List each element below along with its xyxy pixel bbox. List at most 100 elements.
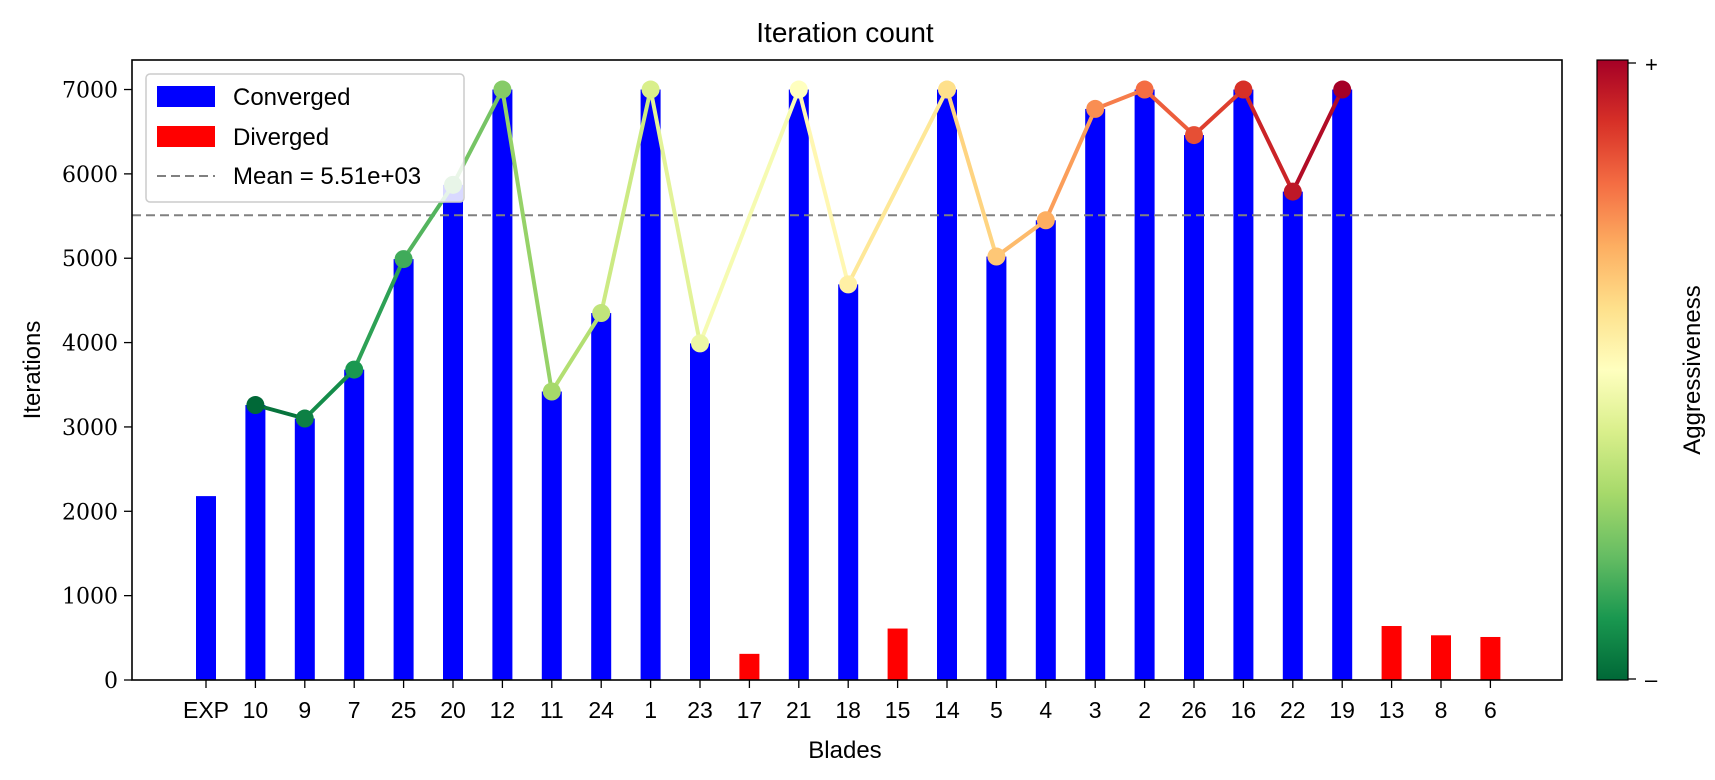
bar-23	[690, 343, 710, 680]
bar-14	[937, 89, 957, 681]
colorbar-label: Aggressiveness	[1679, 285, 1706, 454]
x-tick-label-7: 7	[348, 697, 361, 723]
bar-3	[1085, 108, 1106, 680]
x-tick-label-24: 24	[588, 697, 614, 723]
y-axis-ticks: 0 1000 2000 3000 4000 5000 6000 7000	[62, 79, 132, 694]
x-tick-label-19: 19	[1329, 697, 1355, 723]
line-point-9	[295, 409, 314, 428]
legend-diverged-swatch	[157, 126, 215, 147]
x-tick-label-23: 23	[687, 697, 713, 723]
colorbar: + – Aggressiveness	[1596, 52, 1706, 692]
line-point-21	[789, 80, 808, 99]
bar-18	[838, 284, 859, 680]
line-point-18	[839, 275, 858, 294]
x-tick-label-10: 10	[243, 697, 269, 723]
line-point-7	[345, 360, 364, 379]
x-tick-label-11: 11	[540, 697, 564, 723]
line-segment-16-22	[1241, 87, 1295, 194]
line-segment-5-4	[994, 218, 1048, 259]
bar-7	[344, 369, 365, 680]
line-point-12	[493, 80, 512, 99]
bar-17	[739, 653, 760, 680]
x-tick-label-22: 22	[1280, 697, 1306, 723]
line-point-11	[542, 382, 561, 401]
bar-9	[294, 418, 315, 680]
y-tick-label-0: 0	[104, 669, 118, 694]
y-tick-label-7000: 7000	[62, 79, 118, 104]
x-tick-label-2: 2	[1138, 697, 1151, 723]
x-tick-label-EXP: EXP	[183, 697, 229, 723]
bar-21	[788, 89, 809, 681]
x-tick-label-21: 21	[786, 697, 812, 723]
x-tick-label-5: 5	[990, 697, 1003, 723]
bar-24	[591, 313, 612, 680]
x-tick-label-13: 13	[1379, 697, 1405, 723]
legend-diverged-label: Diverged	[233, 124, 329, 151]
x-tick-label-17: 17	[737, 697, 763, 723]
line-segment-2-26	[1142, 87, 1196, 138]
line-point-22	[1283, 182, 1302, 201]
bar-1	[640, 89, 661, 681]
x-tick-label-18: 18	[835, 697, 861, 723]
bar-20	[443, 184, 463, 680]
bar-2	[1134, 89, 1155, 681]
bar-25	[393, 259, 414, 680]
line-segment-26-16	[1192, 87, 1246, 138]
x-tick-label-8: 8	[1435, 697, 1448, 723]
bar-4	[1035, 220, 1056, 681]
x-tick-label-14: 14	[934, 697, 960, 723]
aggressiveness-points	[246, 80, 1352, 428]
line-segment-4-3	[1043, 106, 1098, 223]
line-segment-11-24	[549, 311, 604, 394]
x-tick-label-6: 6	[1484, 697, 1497, 723]
x-tick-label-3: 3	[1089, 697, 1102, 723]
line-point-1	[641, 80, 660, 99]
chart-title: Iteration count	[756, 17, 934, 48]
plot-frame	[131, 59, 1563, 681]
y-axis-label: Iterations	[19, 321, 46, 420]
y-tick-label-4000: 4000	[62, 332, 118, 357]
x-tick-label-25: 25	[391, 697, 417, 723]
x-tick-label-4: 4	[1039, 697, 1052, 723]
x-tick-label-9: 9	[298, 697, 311, 723]
y-tick-label-3000: 3000	[62, 416, 118, 441]
x-tick-label-12: 12	[490, 697, 516, 723]
line-point-10	[246, 396, 265, 415]
bar-11	[541, 391, 562, 680]
legend: Converged Diverged Mean = 5.51e+03	[145, 73, 465, 203]
bar-16	[1233, 89, 1254, 681]
line-segment-21-18	[796, 87, 851, 287]
colorbar-top-label: +	[1645, 52, 1658, 77]
line-point-5	[987, 247, 1006, 266]
line-segment-14-5	[945, 87, 999, 259]
line-point-24	[592, 304, 611, 323]
line-point-3	[1086, 99, 1105, 118]
x-tick-label-26: 26	[1181, 697, 1207, 723]
colorbar-gradient	[1596, 59, 1629, 681]
x-tick-label-20: 20	[440, 697, 466, 723]
bar-15	[887, 628, 908, 680]
y-tick-label-6000: 6000	[62, 163, 118, 188]
bar-22	[1282, 191, 1303, 680]
bar-12	[492, 89, 513, 681]
x-axis-ticks: EXP 10 9 7 25 20 12 11 24 1 23 17 21 18 15 14 5 4 3 2 26 16 22…	[183, 680, 1497, 723]
bar-EXP	[196, 496, 216, 680]
line-point-14	[938, 80, 956, 99]
line-point-26	[1185, 126, 1203, 145]
y-tick-label-5000: 5000	[62, 247, 118, 272]
line-point-16	[1234, 80, 1253, 99]
bar-5	[986, 256, 1007, 680]
line-segment-23-21	[698, 87, 801, 346]
line-point-23	[691, 334, 709, 353]
line-segment-12-11	[500, 87, 554, 394]
bar-10	[245, 405, 266, 680]
line-segment-9-7	[302, 367, 357, 421]
bar-8	[1431, 635, 1451, 680]
line-segment-1-23	[648, 87, 702, 346]
line-point-4	[1036, 211, 1055, 230]
line-point-19	[1333, 80, 1352, 99]
bar-26	[1184, 135, 1204, 680]
bar-19	[1332, 89, 1353, 681]
x-tick-label-16: 16	[1231, 697, 1257, 723]
